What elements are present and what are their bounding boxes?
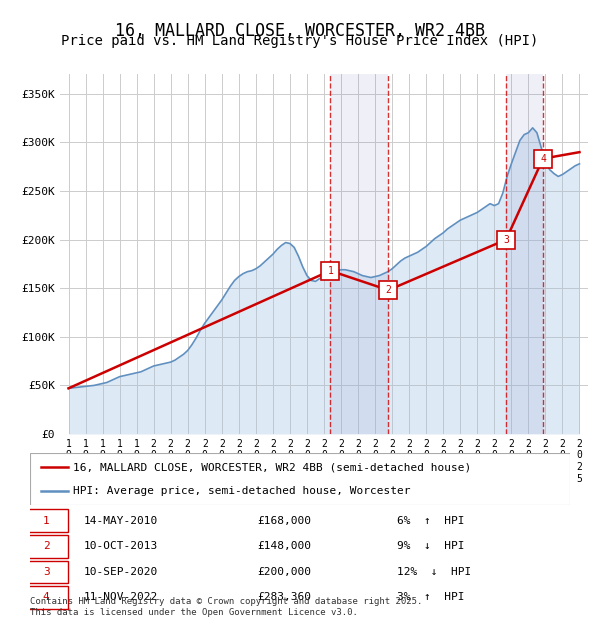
FancyBboxPatch shape: [25, 510, 68, 532]
Text: 16, MALLARD CLOSE, WORCESTER, WR2 4BB (semi-detached house): 16, MALLARD CLOSE, WORCESTER, WR2 4BB (s…: [73, 463, 472, 472]
Text: £200,000: £200,000: [257, 567, 311, 577]
Text: 12%  ↓  HPI: 12% ↓ HPI: [397, 567, 472, 577]
Text: 1: 1: [43, 516, 50, 526]
Bar: [331, 74, 388, 434]
Text: 3: 3: [43, 567, 50, 577]
Text: 1: 1: [328, 266, 333, 276]
Text: 2: 2: [385, 285, 391, 295]
FancyBboxPatch shape: [25, 535, 68, 557]
Text: 14-MAY-2010: 14-MAY-2010: [84, 516, 158, 526]
Text: £283,360: £283,360: [257, 592, 311, 603]
FancyBboxPatch shape: [25, 586, 68, 609]
Text: 2: 2: [43, 541, 50, 551]
Text: 3%  ↑  HPI: 3% ↑ HPI: [397, 592, 465, 603]
Text: Contains HM Land Registry data © Crown copyright and database right 2025.
This d: Contains HM Land Registry data © Crown c…: [30, 598, 422, 617]
Text: 4: 4: [540, 154, 546, 164]
Text: Price paid vs. HM Land Registry's House Price Index (HPI): Price paid vs. HM Land Registry's House …: [61, 34, 539, 48]
Text: 10-SEP-2020: 10-SEP-2020: [84, 567, 158, 577]
Text: 9%  ↓  HPI: 9% ↓ HPI: [397, 541, 465, 551]
Text: 3: 3: [503, 234, 509, 245]
Text: 10-OCT-2013: 10-OCT-2013: [84, 541, 158, 551]
Text: 11-NOV-2022: 11-NOV-2022: [84, 592, 158, 603]
Text: £168,000: £168,000: [257, 516, 311, 526]
Text: 16, MALLARD CLOSE, WORCESTER, WR2 4BB: 16, MALLARD CLOSE, WORCESTER, WR2 4BB: [115, 22, 485, 40]
FancyBboxPatch shape: [30, 453, 570, 505]
Text: HPI: Average price, semi-detached house, Worcester: HPI: Average price, semi-detached house,…: [73, 485, 410, 495]
Bar: [506, 74, 543, 434]
Text: £148,000: £148,000: [257, 541, 311, 551]
FancyBboxPatch shape: [25, 560, 68, 583]
Text: 6%  ↑  HPI: 6% ↑ HPI: [397, 516, 465, 526]
Text: 4: 4: [43, 592, 50, 603]
